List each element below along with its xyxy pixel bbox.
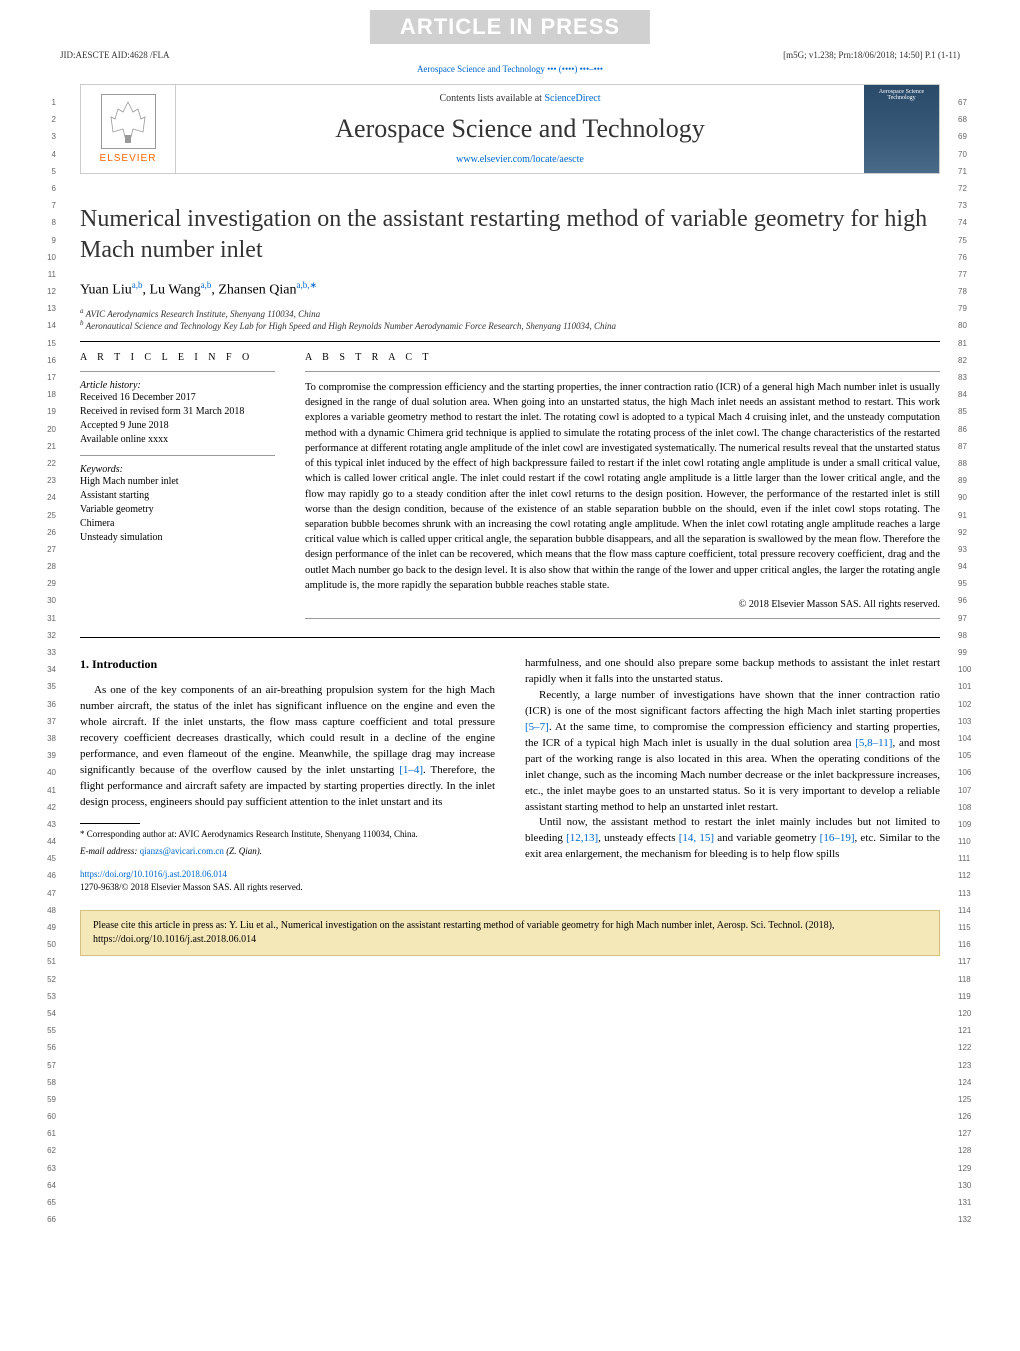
affiliation-b: b Aeronautical Science and Technology Ke… — [80, 319, 940, 331]
paper-title: Numerical investigation on the assistant… — [80, 204, 940, 266]
author-2: Lu Wang — [149, 283, 200, 298]
divider-2 — [80, 637, 940, 638]
title-block: Numerical investigation on the assistant… — [80, 204, 940, 331]
history-label: Article history: — [80, 380, 275, 391]
p2: harmfulness, and one should also prepare… — [525, 657, 940, 685]
keyword-5: Unsteady simulation — [80, 531, 275, 545]
abstract-column: A B S T R A C T To compromise the compre… — [305, 352, 940, 627]
abstract-text: To compromise the compression efficiency… — [305, 380, 940, 593]
info-abstract-row: A R T I C L E I N F O Article history: R… — [80, 352, 940, 627]
affiliation-a-text: AVIC Aerodynamics Research Institute, Sh… — [86, 309, 321, 319]
p3a: Recently, a large number of investigatio… — [525, 689, 940, 717]
revised-line: Received in revised form 31 March 2018 — [80, 405, 275, 419]
article-in-press-watermark: ARTICLE IN PRESS — [370, 10, 650, 44]
accepted-line: Accepted 9 June 2018 — [80, 419, 275, 433]
ref-5-8-11[interactable]: [5,8–11] — [855, 737, 892, 749]
divider-1 — [80, 341, 940, 342]
elsevier-label: ELSEVIER — [100, 153, 157, 164]
article-info-column: A R T I C L E I N F O Article history: R… — [80, 352, 275, 627]
keyword-1: High Mach number inlet — [80, 475, 275, 489]
ref-1-4[interactable]: [1–4] — [399, 764, 423, 776]
author-3-affil: a,b,∗ — [296, 280, 317, 290]
journal-cover-thumbnail: Aerospace Science Technology — [864, 85, 939, 173]
email-suffix: (Z. Qian). — [224, 846, 262, 856]
affiliations: a AVIC Aerodynamics Research Institute, … — [80, 307, 940, 331]
abstract-copyright: © 2018 Elsevier Masson SAS. All rights r… — [305, 599, 940, 610]
p1a: As one of the key components of an air-b… — [80, 684, 495, 776]
corresponding-author-note: * Corresponding author at: AVIC Aerodyna… — [80, 828, 495, 841]
jid-aid: JID:AESCTE AID:4628 /FLA — [60, 50, 170, 60]
keyword-2: Assistant starting — [80, 489, 275, 503]
contents-line: Contents lists available at ScienceDirec… — [176, 93, 864, 104]
journal-reference: Aerospace Science and Technology ••• (••… — [0, 64, 1020, 80]
journal-homepage-link[interactable]: www.elsevier.com/locate/aescte — [176, 154, 864, 165]
intro-paragraph-1-cont: harmfulness, and one should also prepare… — [525, 656, 940, 688]
ref-5-7[interactable]: [5–7] — [525, 721, 549, 733]
intro-paragraph-3: Until now, the assistant method to resta… — [525, 815, 940, 863]
keywords-label: Keywords: — [80, 464, 275, 475]
author-2-affil: a,b — [201, 280, 212, 290]
email-line: E-mail address: qianzs@avicari.com.cn (Z… — [80, 845, 495, 858]
elsevier-logo-block: ELSEVIER — [81, 85, 176, 173]
doi-line: https://doi.org/10.1016/j.ast.2018.06.01… — [80, 868, 495, 881]
received-line: Received 16 December 2017 — [80, 391, 275, 405]
affiliation-b-text: Aeronautical Science and Technology Key … — [86, 321, 616, 331]
footnote-divider — [80, 823, 140, 824]
copyright-bottom: 1270-9638/© 2018 Elsevier Masson SAS. Al… — [80, 881, 495, 894]
print-info: [m5G; v1.238; Prn:18/06/2018; 14:50] P.1… — [783, 50, 960, 60]
p4c: and variable geometry — [714, 832, 820, 844]
elsevier-tree-icon — [101, 94, 156, 149]
ref-12-13[interactable]: [12,13] — [566, 832, 598, 844]
intro-paragraph-1: As one of the key components of an air-b… — [80, 683, 495, 811]
journal-center-block: Contents lists available at ScienceDirec… — [176, 85, 864, 173]
email-label: E-mail address: — [80, 846, 140, 856]
citation-box: Please cite this article in press as: Y.… — [80, 910, 940, 956]
author-3: Zhansen Qian — [218, 283, 296, 298]
journal-name: Aerospace Science and Technology — [176, 114, 864, 144]
section-1-heading: 1. Introduction — [80, 656, 495, 673]
journal-header-box: ELSEVIER Contents lists available at Sci… — [80, 84, 940, 174]
abstract-header: A B S T R A C T — [305, 352, 940, 363]
keyword-4: Chimera — [80, 517, 275, 531]
contents-prefix: Contents lists available at — [439, 93, 544, 104]
ref-14-15[interactable]: [14, 15] — [679, 832, 714, 844]
sciencedirect-link[interactable]: ScienceDirect — [544, 93, 600, 104]
author-1-affil: a,b — [132, 280, 143, 290]
keyword-3: Variable geometry — [80, 503, 275, 517]
authors-line: Yuan Liua,b, Lu Wanga,b, Zhansen Qiana,b… — [80, 280, 940, 299]
cover-text: Aerospace Science Technology — [868, 89, 935, 101]
available-line: Available online xxxx — [80, 433, 275, 447]
p4b: , unsteady effects — [598, 832, 679, 844]
doi-link[interactable]: https://doi.org/10.1016/j.ast.2018.06.01… — [80, 869, 227, 879]
article-info-header: A R T I C L E I N F O — [80, 352, 275, 363]
ref-16-19[interactable]: [16–19] — [820, 832, 855, 844]
body-two-column: 1. Introduction As one of the key compon… — [80, 656, 940, 894]
email-link[interactable]: qianzs@avicari.com.cn — [140, 846, 224, 856]
intro-paragraph-2: Recently, a large number of investigatio… — [525, 688, 940, 816]
author-1: Yuan Liu — [80, 283, 132, 298]
affiliation-a: a AVIC Aerodynamics Research Institute, … — [80, 307, 940, 319]
